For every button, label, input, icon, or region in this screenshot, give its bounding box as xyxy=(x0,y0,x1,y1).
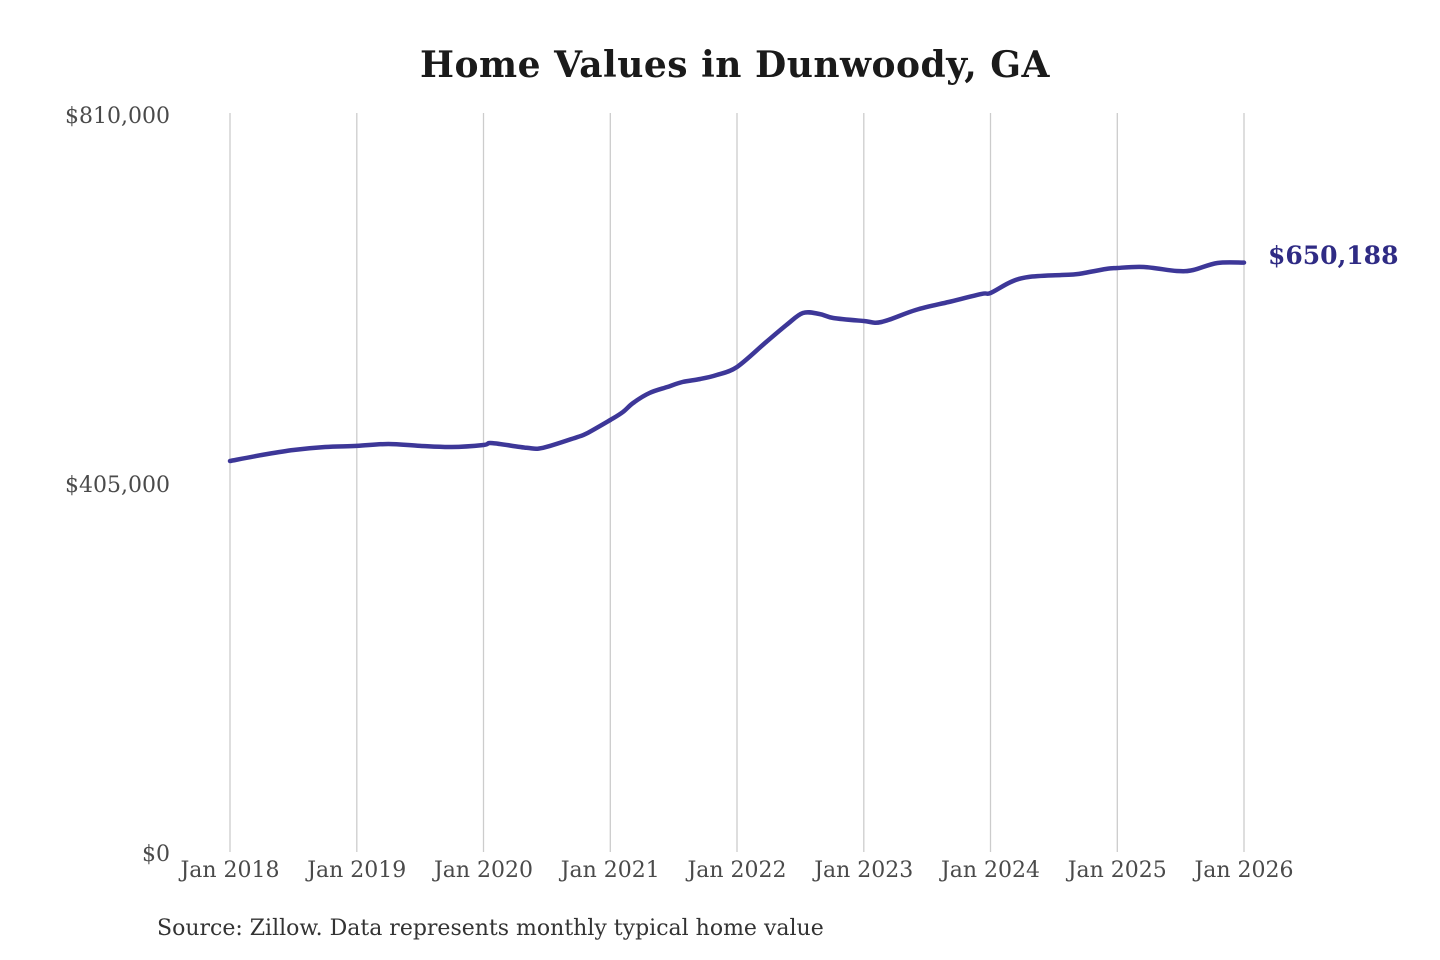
y-tick-label: $0 xyxy=(142,842,170,867)
x-tick-label: Jan 2018 xyxy=(180,858,280,883)
source-note: Source: Zillow. Data represents monthly … xyxy=(157,916,824,941)
chart-title: Home Values in Dunwoody, GA xyxy=(420,44,1050,86)
x-tick-label: Jan 2020 xyxy=(433,858,534,883)
x-tick-label: Jan 2023 xyxy=(814,858,914,883)
y-tick-label: $810,000 xyxy=(65,104,170,129)
home-value-line xyxy=(227,260,1247,464)
x-tick-label: Jan 2025 xyxy=(1067,858,1167,883)
x-tick-label: Jan 2026 xyxy=(1194,858,1294,883)
x-tick-label: Jan 2019 xyxy=(307,858,407,883)
x-tick-label: Jan 2024 xyxy=(940,858,1041,883)
y-tick-label: $405,000 xyxy=(65,473,170,498)
x-tick-label: Jan 2021 xyxy=(560,858,660,883)
series-end-value-label: $650,188 xyxy=(1268,240,1399,270)
x-tick-label: Jan 2022 xyxy=(687,858,787,883)
